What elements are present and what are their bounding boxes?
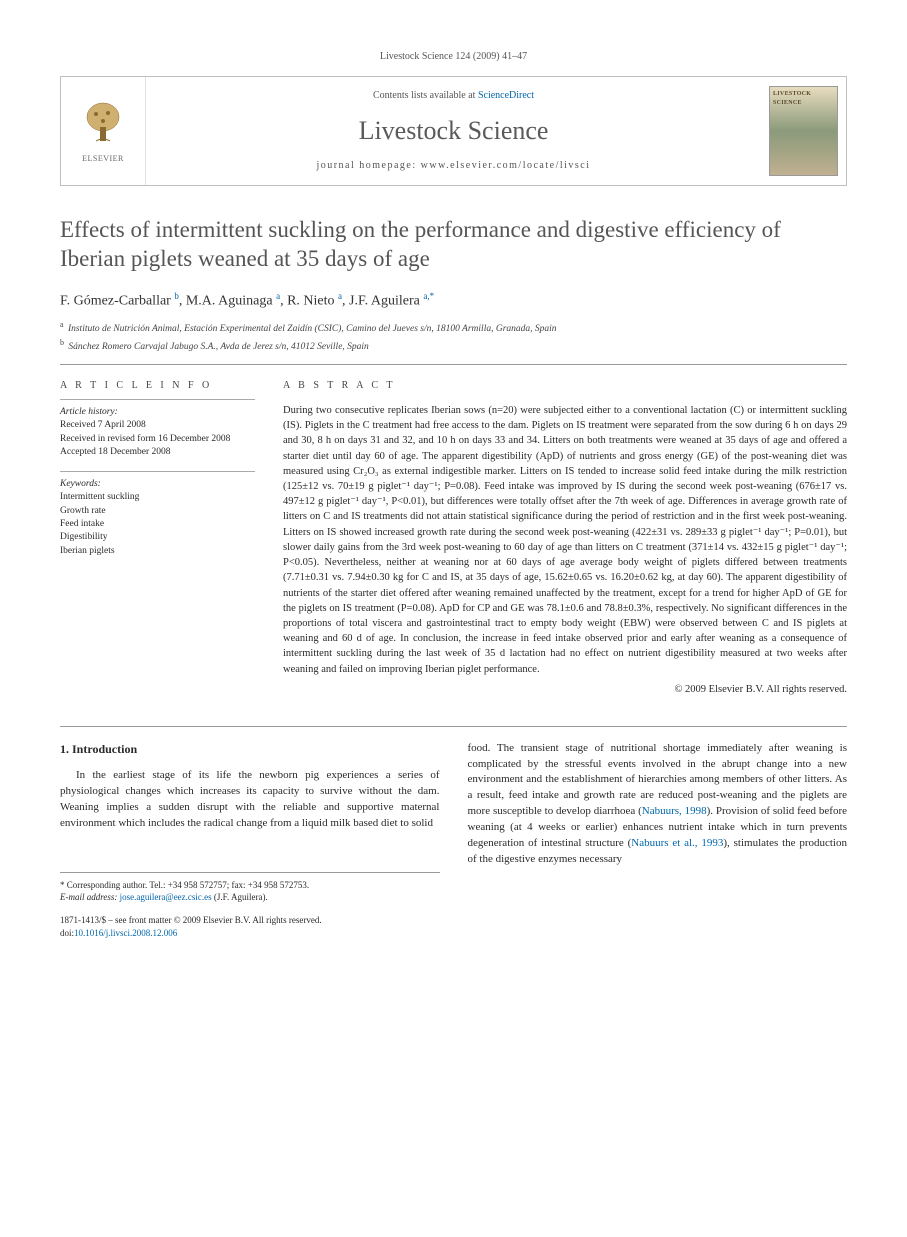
doi-block: 1871-1413/$ – see front matter © 2009 El… [60,914,440,939]
column-right: food. The transient stage of nutritional… [468,741,848,940]
cover-cell: LIVESTOCK SCIENCE [761,77,846,185]
citation[interactable]: Nabuurs et al., 1993 [631,837,723,849]
authors: F. Gómez-Carballar b, M.A. Aguinaga a, R… [60,290,847,311]
keyword: Digestibility [60,531,255,544]
elsevier-tree-icon [78,99,128,149]
history-line: Accepted 18 December 2008 [60,446,255,459]
journal-name: Livestock Science [156,113,751,149]
contents-line: Contents lists available at ScienceDirec… [156,89,751,103]
doi-value: 10.1016/j.livsci.2008.12.006 [74,928,177,938]
abstract-head: A B S T R A C T [283,379,847,393]
keywords-block: Keywords: Intermittent sucklingGrowth ra… [60,478,255,558]
running-head: Livestock Science 124 (2009) 41–47 [60,50,847,64]
contents-prefix: Contents lists available at [373,90,478,101]
keyword: Growth rate [60,505,255,518]
abstract-copyright: © 2009 Elsevier B.V. All rights reserved… [283,683,847,698]
rule-bottom [60,726,847,727]
cover-title: LIVESTOCK SCIENCE [773,90,834,107]
homepage-url: www.elsevier.com/locate/livsci [421,160,591,171]
info-abstract-row: A R T I C L E I N F O Article history: R… [60,379,847,698]
rule-top [60,364,847,365]
affiliation: b Sánchez Romero Carvajal Jabugo S.A., A… [60,337,847,354]
email-line: E-mail address: jose.aguilera@eez.csic.e… [60,891,440,904]
article-history: Article history: Received 7 April 2008Re… [60,406,255,459]
page: Livestock Science 124 (2009) 41–47 ELSEV… [0,0,907,979]
email-suffix: (J.F. Aguilera). [212,892,268,902]
section-1-head: 1. Introduction [60,741,440,758]
keyword: Feed intake [60,518,255,531]
info-rule-2 [60,471,255,472]
intro-para-right: food. The transient stage of nutritional… [468,741,848,869]
abstract: A B S T R A C T During two consecutive r… [283,379,847,698]
masthead-center: Contents lists available at ScienceDirec… [146,77,761,185]
keywords-label: Keywords: [60,478,255,491]
homepage-line: journal homepage: www.elsevier.com/locat… [156,159,751,173]
history-line: Received 7 April 2008 [60,419,255,432]
column-left: 1. Introduction In the earliest stage of… [60,741,440,940]
doi-line: doi:10.1016/j.livsci.2008.12.006 [60,927,440,940]
homepage-prefix: journal homepage: [316,160,420,171]
email-label: E-mail address: [60,892,120,902]
issn-line: 1871-1413/$ – see front matter © 2009 El… [60,914,440,927]
masthead: ELSEVIER Contents lists available at Sci… [60,76,847,186]
article-title: Effects of intermittent suckling on the … [60,216,847,274]
footnotes: * Corresponding author. Tel.: +34 958 57… [60,872,440,904]
history-label: Article history: [60,406,255,419]
article-info: A R T I C L E I N F O Article history: R… [60,379,255,698]
sciencedirect-link[interactable]: ScienceDirect [478,90,534,101]
body-columns: 1. Introduction In the earliest stage of… [60,741,847,940]
affiliations: a Instituto de Nutrición Animal, Estació… [60,319,847,354]
doi-label: doi: [60,928,74,938]
affiliation: a Instituto de Nutrición Animal, Estació… [60,319,847,336]
keyword: Iberian piglets [60,545,255,558]
intro-para-left: In the earliest stage of its life the ne… [60,768,440,832]
email-link[interactable]: jose.aguilera@eez.csic.es [120,892,212,902]
corresponding-author: * Corresponding author. Tel.: +34 958 57… [60,879,440,892]
publisher-logo-cell: ELSEVIER [61,77,146,185]
journal-cover-thumb: LIVESTOCK SCIENCE [769,86,838,176]
history-line: Received in revised form 16 December 200… [60,433,255,446]
article-info-head: A R T I C L E I N F O [60,379,255,393]
citation[interactable]: Nabuurs, 1998 [642,805,707,817]
elsevier-wordmark: ELSEVIER [82,153,124,164]
keyword: Intermittent suckling [60,491,255,504]
abstract-text: During two consecutive replicates Iberia… [283,403,847,677]
info-rule-1 [60,399,255,400]
elsevier-logo: ELSEVIER [71,94,136,169]
